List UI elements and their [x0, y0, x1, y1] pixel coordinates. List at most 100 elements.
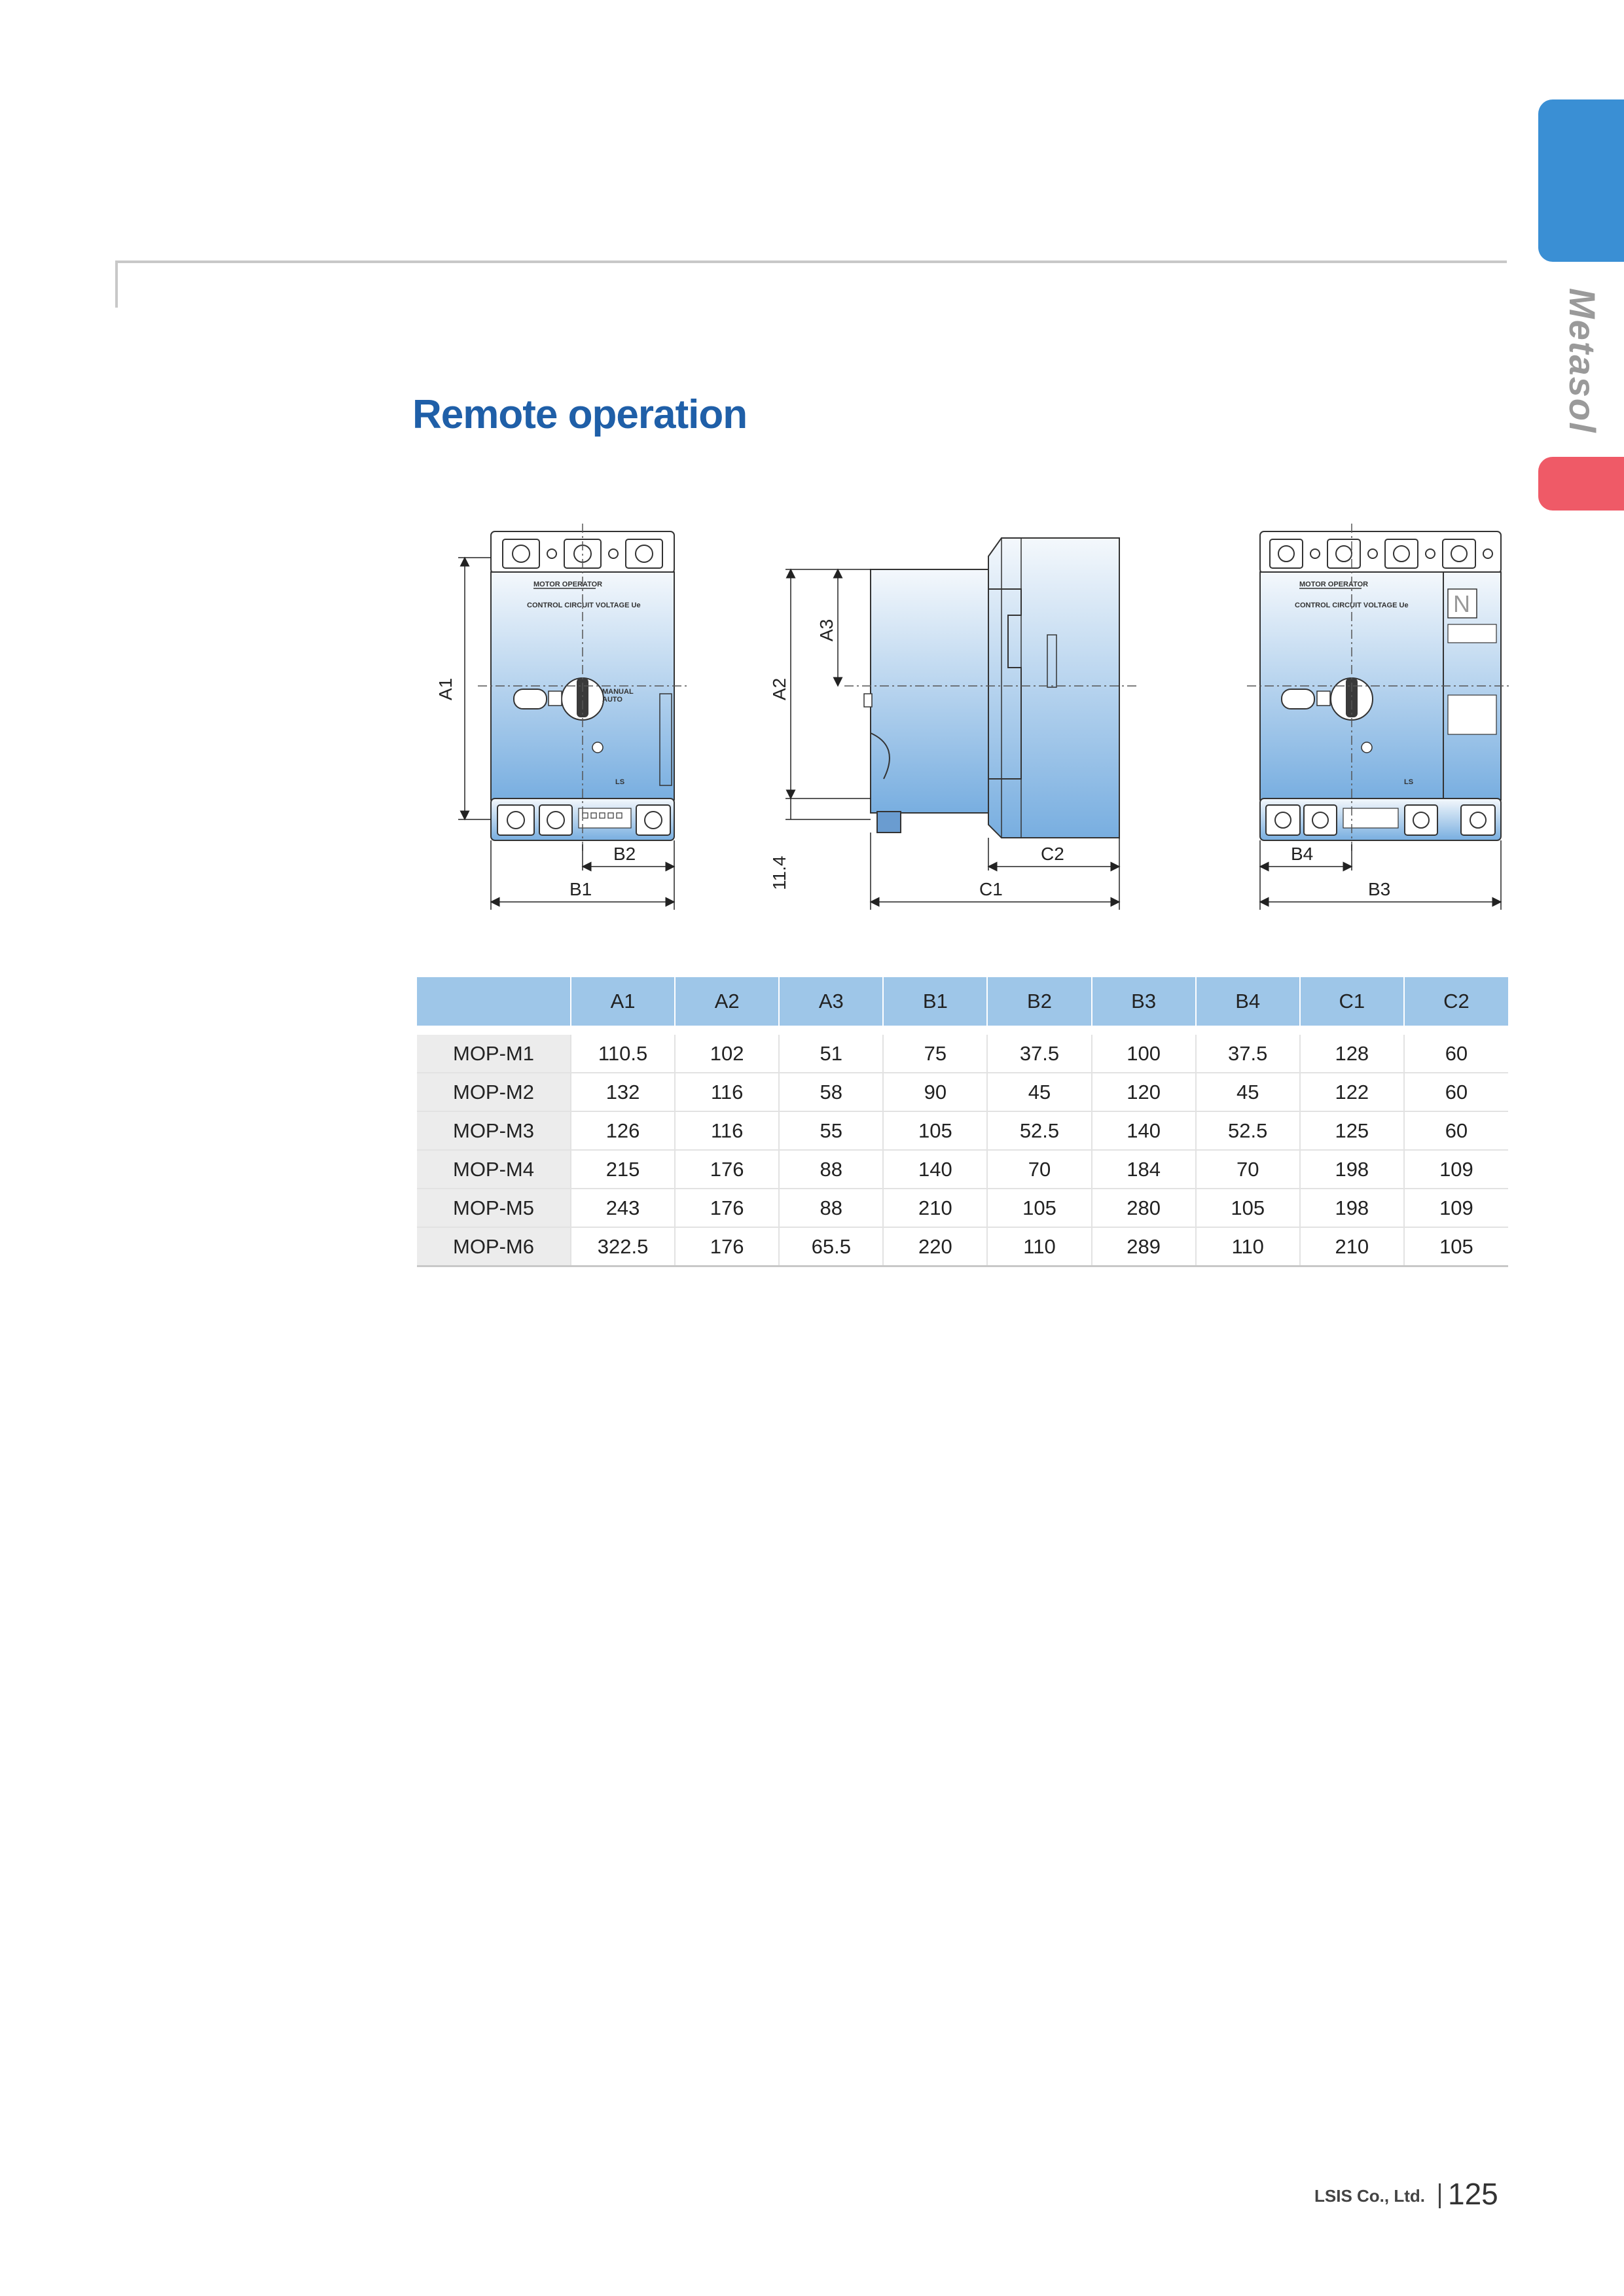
table-cell: 37.5	[986, 1035, 1092, 1073]
table-cell: 280	[1091, 1189, 1196, 1228]
table-cell: 128	[1299, 1035, 1404, 1073]
table-cell: 198	[1299, 1150, 1404, 1189]
table-header-cell	[417, 977, 571, 1026]
table-cell: 100	[1091, 1035, 1196, 1073]
table-cell: 105	[1195, 1189, 1300, 1228]
dim-label-offset: 11.4	[769, 856, 789, 890]
dim-label-a2: A2	[769, 678, 789, 700]
dim-label-b4: B4	[1291, 844, 1313, 864]
front-view-drawing: MOTOR OPERATOR CONTROL CIRCUIT VOLTAGE U…	[435, 524, 687, 910]
table-cell: 109	[1403, 1189, 1508, 1228]
table-header-cell: C1	[1299, 977, 1404, 1026]
table-cell: 176	[674, 1150, 780, 1189]
table-cell: 116	[674, 1111, 780, 1151]
table-cell: 105	[986, 1189, 1092, 1228]
dim-label-a3: A3	[816, 619, 837, 641]
table-cell: 120	[1091, 1073, 1196, 1112]
model-name-cell: MOP-M3	[417, 1111, 571, 1151]
header-rule-tick	[115, 260, 118, 308]
table-cell: 140	[1091, 1111, 1196, 1151]
footer-divider	[1439, 2183, 1441, 2208]
table-cell: 109	[1403, 1150, 1508, 1189]
table-cell: 210	[882, 1189, 988, 1228]
table-header-cell: A1	[569, 977, 676, 1026]
table-cell: 210	[1299, 1227, 1404, 1267]
dimension-table: A1 A2 A3 B1 B2 B3 B4 C1 C2 MOP-M1 110.5 …	[417, 977, 1508, 1267]
table-cell: 75	[882, 1035, 988, 1073]
table-header-row: A1 A2 A3 B1 B2 B3 B4 C1 C2	[417, 977, 1508, 1026]
panel-header-text: MOTOR OPERATOR	[533, 581, 602, 588]
table-cell: 45	[986, 1073, 1092, 1112]
side-tab-label: Metasol	[1562, 288, 1603, 434]
model-name-cell: MOP-M1	[417, 1035, 571, 1073]
model-name-cell: MOP-M5	[417, 1189, 571, 1228]
table-cell: 322.5	[569, 1227, 676, 1267]
table-cell: 52.5	[1195, 1111, 1300, 1151]
table-cell: 116	[674, 1073, 780, 1112]
table-cell: 110	[1195, 1227, 1300, 1267]
table-header-cell: B3	[1091, 977, 1196, 1026]
table-header-cell: A3	[778, 977, 884, 1026]
table-cell: 243	[569, 1189, 676, 1228]
table-cell: 132	[569, 1073, 676, 1112]
section-title: Remote operation	[412, 392, 748, 437]
table-cell: 110	[986, 1227, 1092, 1267]
table-cell: 88	[778, 1150, 884, 1189]
table-cell: 60	[1403, 1073, 1508, 1112]
table-row: MOP-M6 322.5 176 65.5 220 110 289 110 21…	[417, 1227, 1508, 1267]
model-name-cell: MOP-M6	[417, 1227, 571, 1267]
svg-text:MOTOR OPERATOR: MOTOR OPERATOR	[1299, 581, 1368, 588]
dim-label-b2: B2	[613, 844, 636, 864]
model-name-cell: MOP-M2	[417, 1073, 571, 1112]
table-cell: 90	[882, 1073, 988, 1112]
table-cell: 176	[674, 1227, 780, 1267]
table-cell: 110.5	[569, 1035, 676, 1073]
table-header-cell: B1	[882, 977, 988, 1026]
table-cell: 37.5	[1195, 1035, 1300, 1073]
table-row: MOP-M4 215 176 88 140 70 184 70 198 109	[417, 1150, 1508, 1189]
table-cell: 51	[778, 1035, 884, 1073]
neutral-mark: N	[1453, 590, 1470, 617]
table-cell: 58	[778, 1073, 884, 1112]
dim-label-b3: B3	[1368, 879, 1390, 899]
table-cell: 176	[674, 1189, 780, 1228]
table-row: MOP-M2 132 116 58 90 45 120 45 122 60	[417, 1073, 1508, 1112]
table-header-cell: A2	[674, 977, 780, 1026]
table-cell: 45	[1195, 1073, 1300, 1112]
table-cell: 220	[882, 1227, 988, 1267]
svg-text:CONTROL CIRCUIT VOLTAGE Ue: CONTROL CIRCUIT VOLTAGE Ue	[1295, 601, 1409, 609]
table-cell: 105	[1403, 1227, 1508, 1267]
table-cell: 184	[1091, 1150, 1196, 1189]
panel-sub-text: CONTROL CIRCUIT VOLTAGE Ue	[527, 601, 641, 609]
table-cell: 215	[569, 1150, 676, 1189]
page-number: 125	[1448, 2177, 1498, 2211]
table-cell: 70	[1195, 1150, 1300, 1189]
footer-company: LSIS Co., Ltd.	[1314, 2186, 1425, 2206]
table-cell: 102	[674, 1035, 780, 1073]
table-cell: 105	[882, 1111, 988, 1151]
table-cell: 125	[1299, 1111, 1404, 1151]
dim-label-a1: A1	[435, 678, 456, 700]
table-cell: 198	[1299, 1189, 1404, 1228]
table-cell: 70	[986, 1150, 1092, 1189]
table-cell: 126	[569, 1111, 676, 1151]
panel-brand-text: LS	[615, 778, 624, 786]
table-cell: 52.5	[986, 1111, 1092, 1151]
header-rule	[115, 260, 1507, 263]
side-view-drawing: A2 A3 11.4 C2 C1	[769, 537, 1139, 910]
table-header-cell: B2	[986, 977, 1092, 1026]
dim-label-c1: C1	[979, 879, 1003, 899]
table-cell: 60	[1403, 1111, 1508, 1151]
table-cell: 289	[1091, 1227, 1196, 1267]
table-cell: 60	[1403, 1035, 1508, 1073]
table-header-cell: B4	[1195, 977, 1300, 1026]
front-view-4p-drawing: MOTOR OPERATOR CONTROL CIRCUIT VOLTAGE U…	[1247, 524, 1512, 910]
table-cell: 55	[778, 1111, 884, 1151]
table-row: MOP-M1 110.5 102 51 75 37.5 100 37.5 128…	[417, 1035, 1508, 1073]
svg-text:MANUAL: MANUAL	[602, 688, 634, 696]
table-cell: 65.5	[778, 1227, 884, 1267]
table-row: MOP-M5 243 176 88 210 105 280 105 198 10…	[417, 1189, 1508, 1228]
model-name-cell: MOP-M4	[417, 1150, 571, 1189]
table-header-cell: C2	[1403, 977, 1508, 1026]
table-cell: 88	[778, 1189, 884, 1228]
